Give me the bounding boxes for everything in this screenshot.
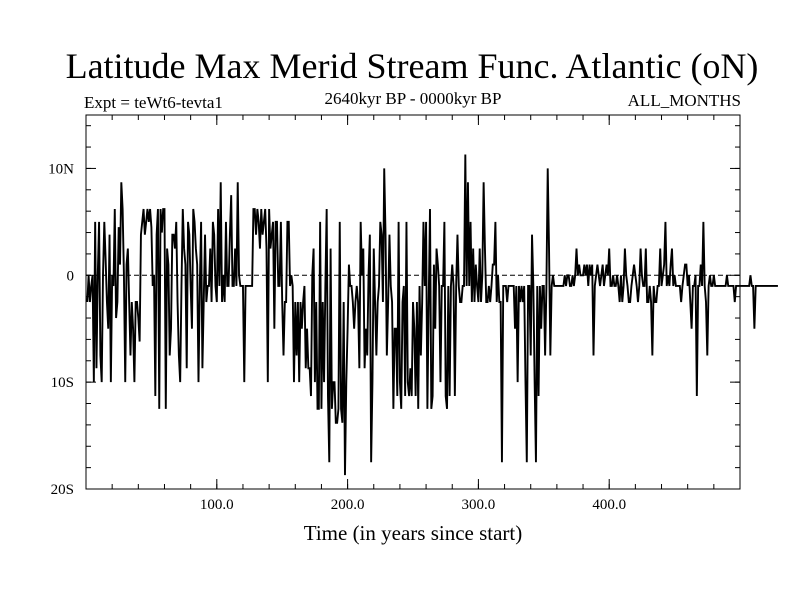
- subtitle-time-range: 2640kyr BP - 0000kyr BP: [325, 89, 502, 108]
- subtitle-experiment: Expt = teWt6-tevta1: [84, 93, 223, 112]
- x-tick-label: 400.0: [592, 497, 626, 513]
- y-tick-label: 10S: [51, 375, 74, 391]
- x-axis-label: Time (in years since start): [304, 521, 523, 545]
- plot-frame: [85, 114, 741, 490]
- chart-title: Latitude Max Merid Stream Func. Atlantic…: [66, 46, 759, 86]
- subtitle-months: ALL_MONTHS: [628, 91, 741, 110]
- data-series-line-1: [86, 154, 778, 476]
- y-tick-label: 10N: [48, 161, 74, 177]
- y-tick-label: 0: [67, 268, 75, 284]
- y-tick-label: 20S: [51, 482, 74, 498]
- x-tick-label: 200.0: [331, 497, 365, 513]
- plot-area: 100.0 200.0 300.0 400.0 10N 0 10S 20S: [48, 114, 778, 513]
- x-tick-label: 100.0: [200, 497, 234, 513]
- x-tick-label: 300.0: [462, 497, 496, 513]
